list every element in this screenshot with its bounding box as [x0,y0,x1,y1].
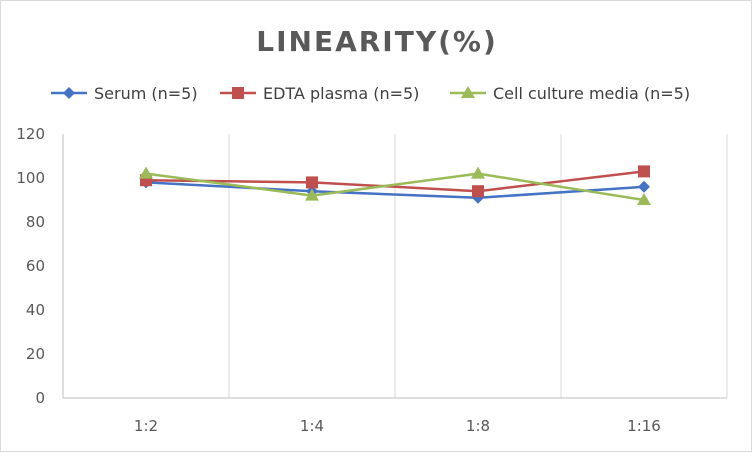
legend-item: Serum (n=5) [51,84,198,103]
y-tick-label: 100 [16,169,45,187]
chart-title: LINEARITY(%) [256,25,498,58]
y-tick-label: 20 [26,345,45,363]
series-layer [139,165,651,205]
x-tick-label: 1:8 [466,417,490,435]
data-point [305,188,319,201]
data-point [637,193,651,205]
legend-item: Cell culture media (n=5) [450,84,690,103]
y-tick-label: 80 [26,213,45,231]
x-axis-ticks: 1:2 1:4 1:8 1:16 [134,417,661,435]
data-point [471,166,485,179]
grid [228,134,728,398]
legend-label: Cell culture media (n=5) [493,84,690,103]
data-point [139,166,153,179]
legend: Serum (n=5) EDTA plasma (n=5) Cell culture… [51,84,690,103]
y-axis-ticks: 0 20 40 60 80 100 120 [16,125,45,407]
series-line [145,181,645,200]
y-tick-label: 40 [26,301,45,319]
legend-marker [232,87,244,99]
x-tick-label: 1:2 [134,417,158,435]
y-tick-label: 120 [16,125,45,143]
legend-item: EDTA plasma (n=5) [220,84,419,103]
legend-marker [461,86,475,98]
legend-label: Serum (n=5) [94,84,198,103]
data-point [306,176,318,189]
series-line [145,170,645,193]
legend-marker [63,87,75,99]
legend-label: EDTA plasma (n=5) [263,84,419,103]
x-tick-label: 1:16 [627,417,661,435]
data-point [472,185,484,198]
y-tick-label: 0 [35,389,45,407]
y-tick-label: 60 [26,257,45,275]
series-2 [140,165,650,198]
data-point [638,165,650,178]
axes [62,134,727,399]
x-tick-label: 1:4 [300,417,324,435]
data-point [638,180,650,193]
series-line [145,172,645,202]
series-3 [139,166,651,205]
